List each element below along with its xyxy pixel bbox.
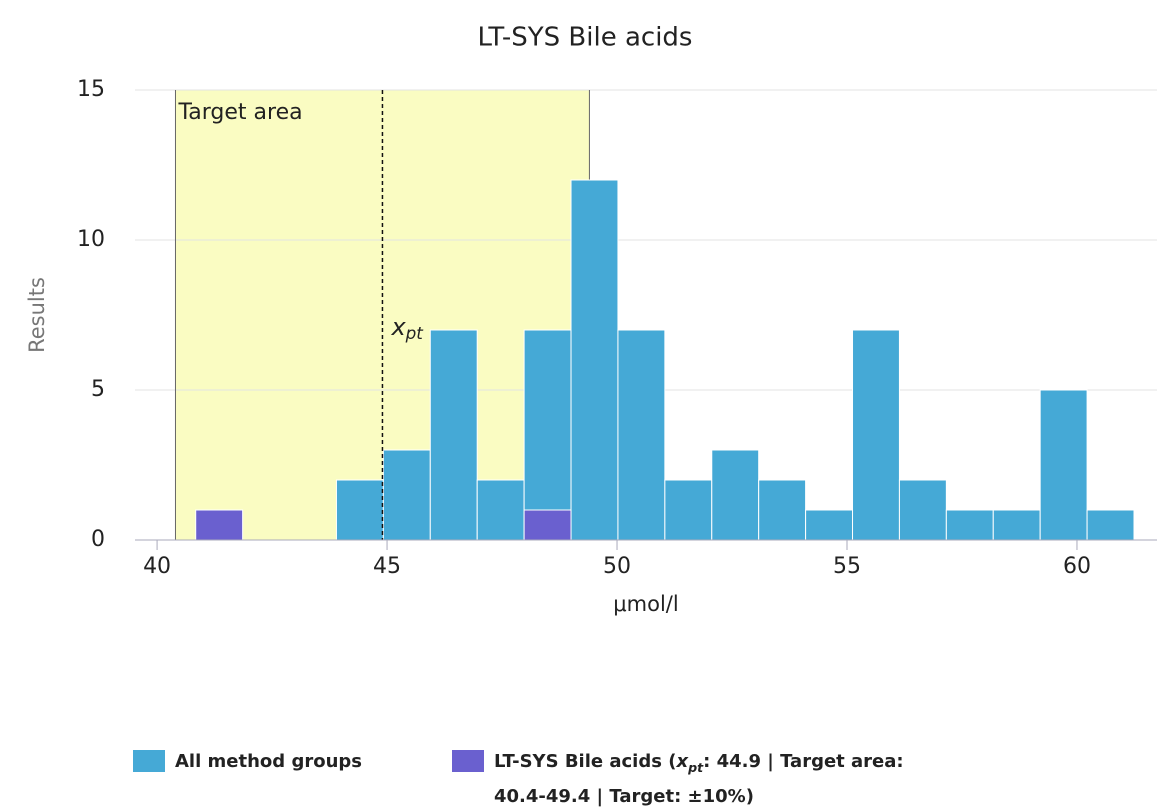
legend-label: LT-SYS Bile acids (xpt: 44.9 | Target ar…	[494, 751, 904, 775]
legend-swatch	[133, 750, 165, 772]
bar	[945, 509, 994, 541]
legend-label: All method groups	[175, 751, 362, 772]
y-tick-label: 5	[91, 377, 105, 402]
bar	[523, 329, 572, 541]
legend-swatch	[452, 750, 484, 772]
x-tick-label: 45	[373, 554, 401, 579]
bar	[664, 479, 713, 541]
text-part: pt	[687, 760, 704, 775]
x-tick-label: 60	[1063, 554, 1091, 579]
text-part: pt	[405, 323, 425, 343]
target-area-label: Target area	[177, 100, 302, 125]
y-tick-label: 0	[91, 527, 105, 552]
bar	[711, 449, 760, 541]
xpt-label: xpt	[390, 313, 424, 343]
bar	[1086, 509, 1135, 541]
x-tick-label: 50	[603, 554, 631, 579]
bar	[1039, 389, 1088, 541]
bar	[805, 509, 854, 541]
y-tick-label: 15	[77, 77, 105, 102]
bar	[195, 509, 244, 541]
text-part: All method groups	[175, 751, 362, 772]
text-part: 40.4-49.4 | Target: ±10%)	[494, 786, 754, 807]
text-part: LT-SYS Bile acids (	[494, 751, 676, 772]
chart-title: LT-SYS Bile acids	[478, 23, 693, 53]
bar	[523, 509, 572, 541]
x-axis-label: μmol/l	[613, 592, 678, 616]
y-axis-label: Results	[25, 277, 49, 353]
text-part: : 44.9 | Target area:	[703, 751, 904, 772]
bar	[382, 449, 431, 541]
bar	[429, 329, 478, 541]
x-tick-label: 55	[833, 554, 861, 579]
bar	[852, 329, 900, 541]
bar	[992, 509, 1041, 541]
bar	[476, 479, 525, 541]
legend-label: 40.4-49.4 | Target: ±10%)	[494, 786, 754, 807]
bar	[570, 179, 619, 541]
bar	[335, 479, 384, 541]
text-part: x	[675, 751, 689, 772]
bar	[617, 329, 666, 541]
text-part: x	[390, 313, 406, 341]
x-tick-label: 40	[143, 554, 171, 579]
bar	[758, 479, 807, 541]
y-tick-label: 10	[77, 227, 105, 252]
bar	[898, 479, 947, 541]
